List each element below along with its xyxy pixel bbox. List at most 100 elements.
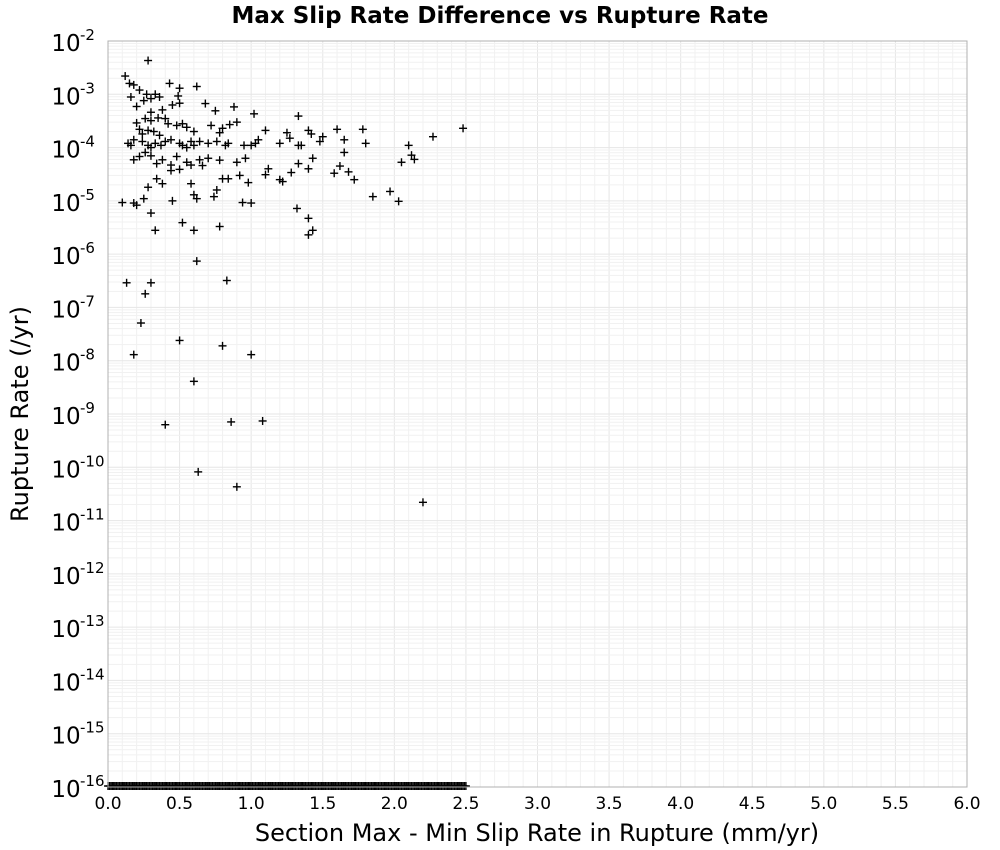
data-point (215, 222, 224, 231)
data-point (410, 155, 419, 164)
data-point (335, 162, 344, 171)
data-points (118, 56, 468, 507)
data-point (146, 151, 155, 160)
y-tick-exponent: -14 (80, 665, 105, 683)
data-point (240, 141, 249, 150)
data-point (178, 218, 187, 227)
data-point (152, 159, 161, 168)
data-point (225, 120, 234, 129)
data-point (340, 135, 349, 144)
x-tick-label: 5.5 (882, 794, 909, 814)
data-point (126, 92, 135, 101)
x-tick-label: 1.0 (238, 794, 265, 814)
data-point (129, 135, 138, 144)
data-point (136, 319, 145, 328)
data-point (135, 152, 144, 161)
data-point (172, 121, 181, 130)
data-point (182, 158, 191, 167)
data-point (175, 84, 184, 93)
data-point (182, 123, 191, 132)
data-point (146, 209, 155, 218)
data-point (386, 187, 395, 196)
data-point (141, 148, 150, 157)
data-point (165, 79, 174, 88)
floor-data-point (461, 782, 470, 790)
data-point (189, 127, 198, 136)
data-point (178, 141, 187, 150)
data-point (182, 143, 191, 152)
y-tick-exponent: -12 (80, 559, 105, 577)
data-point (192, 257, 201, 266)
y-tick-label: 10 (51, 84, 80, 110)
x-tick-label: 5.0 (810, 794, 837, 814)
data-point (232, 118, 241, 127)
floor-points (104, 782, 470, 790)
data-point (232, 158, 241, 167)
grid-lines (107, 41, 968, 788)
data-point (192, 194, 201, 203)
data-point (292, 204, 301, 213)
data-point (304, 214, 313, 223)
y-tick-exponent: -6 (80, 239, 95, 257)
data-point (218, 341, 227, 350)
data-point (144, 183, 153, 192)
data-point (125, 79, 134, 88)
y-tick-label: 10 (51, 777, 80, 803)
y-tick-label: 10 (51, 351, 80, 377)
data-point (224, 139, 233, 148)
data-point (222, 276, 231, 285)
data-point (304, 164, 313, 173)
data-point (158, 105, 167, 114)
data-point (247, 350, 256, 359)
y-tick-label: 10 (51, 724, 80, 750)
data-point (215, 156, 224, 165)
data-point (129, 80, 138, 89)
data-point (238, 198, 247, 207)
data-point (358, 125, 367, 134)
data-point (187, 161, 196, 170)
data-point (361, 139, 370, 148)
data-point (294, 112, 303, 121)
data-point (187, 179, 196, 188)
data-point (146, 143, 155, 152)
x-tick-label: 3.0 (524, 794, 551, 814)
data-point (194, 467, 203, 476)
data-point (241, 154, 250, 163)
y-tick-label: 10 (51, 404, 80, 430)
data-point (212, 185, 221, 194)
data-point (285, 134, 294, 143)
data-point (404, 141, 413, 150)
data-point (168, 100, 177, 109)
data-point (294, 159, 303, 168)
data-point (151, 226, 160, 235)
data-point (318, 132, 327, 141)
data-point (247, 199, 256, 208)
y-tick-label: 10 (51, 31, 80, 57)
y-tick-exponent: -7 (80, 292, 95, 310)
data-point (132, 102, 141, 111)
y-tick-label: 10 (51, 297, 80, 323)
data-point (254, 135, 263, 144)
data-point (135, 86, 144, 95)
data-point (344, 167, 353, 176)
data-point (247, 141, 256, 150)
data-point (297, 141, 306, 150)
data-point (146, 108, 155, 117)
data-point (158, 179, 167, 188)
data-point (315, 137, 324, 146)
data-point (418, 498, 427, 507)
y-tick-exponent: -2 (80, 26, 95, 44)
y-tick-exponent: -4 (80, 133, 95, 151)
data-point (278, 177, 287, 186)
data-point (164, 119, 173, 128)
y-tick-label: 10 (51, 617, 80, 643)
data-point (261, 170, 270, 179)
x-tick-label: 4.0 (667, 794, 694, 814)
data-point (244, 178, 253, 187)
data-point (258, 416, 267, 425)
y-tick-label: 10 (51, 244, 80, 270)
data-point (155, 92, 164, 101)
data-point (235, 171, 244, 180)
data-point (192, 82, 201, 91)
data-point (195, 155, 204, 164)
